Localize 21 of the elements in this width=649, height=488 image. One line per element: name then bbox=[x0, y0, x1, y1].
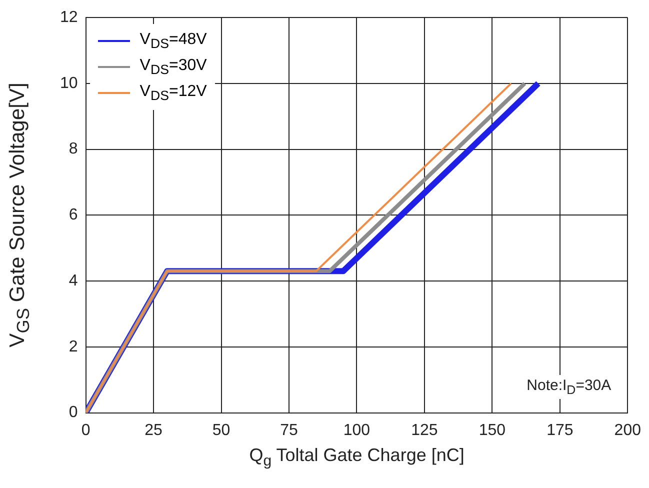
y-tick-label: 10 bbox=[60, 74, 78, 92]
x-axis-title: Q$_{g}$ Toltal Gate Charge [nC] bbox=[249, 444, 464, 470]
x-tick-label: 50 bbox=[212, 422, 230, 439]
legend-label: V$_{DS}$=48V bbox=[140, 30, 207, 51]
legend-label: V$_{DS}$=30V bbox=[140, 56, 207, 77]
x-tick-label: 0 bbox=[81, 422, 90, 439]
y-tick-label: 12 bbox=[60, 9, 78, 26]
x-tick-label: 150 bbox=[478, 422, 506, 439]
x-tick-label: 100 bbox=[343, 422, 370, 439]
y-tick-label: 4 bbox=[68, 272, 78, 290]
x-tick-label: 200 bbox=[614, 422, 642, 439]
annotation: Note:I$_{D}$=30A bbox=[526, 376, 612, 397]
x-tick-label: 75 bbox=[280, 422, 298, 439]
x-tick-label: 125 bbox=[411, 422, 438, 439]
y-tick-label: 0 bbox=[68, 404, 78, 422]
legend-label: V$_{DS}$=12V bbox=[140, 82, 207, 103]
y-tick-label: 8 bbox=[68, 140, 78, 158]
x-tick-label: 25 bbox=[144, 422, 163, 439]
y-tick-label: 6 bbox=[68, 206, 78, 224]
y-tick-label: 2 bbox=[68, 338, 78, 356]
x-tick-label: 175 bbox=[546, 422, 574, 439]
